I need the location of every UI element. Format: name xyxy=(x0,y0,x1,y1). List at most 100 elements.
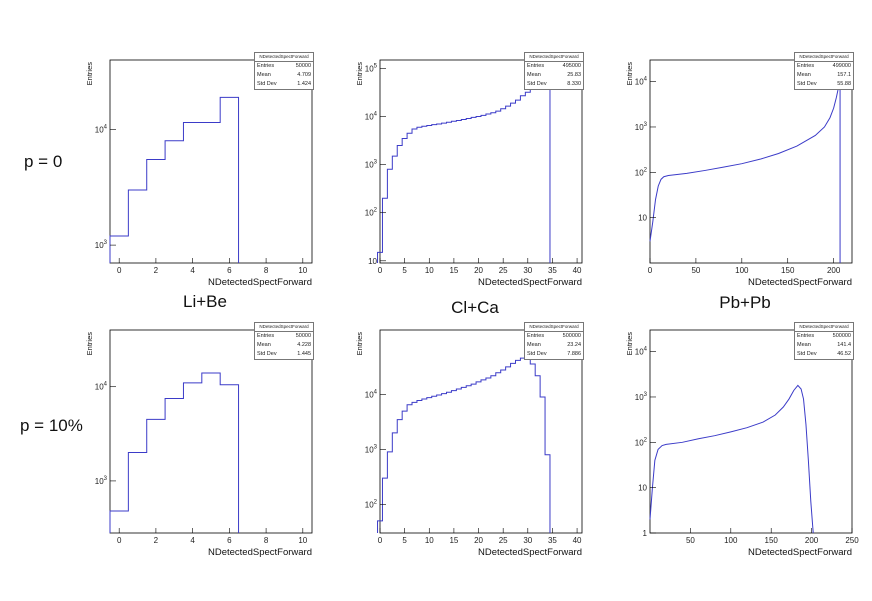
stats-value: 4.228 xyxy=(297,342,311,348)
tick-label: 104 xyxy=(365,390,378,400)
tick-label: 20 xyxy=(474,536,483,545)
tick-label: 35 xyxy=(548,536,557,545)
stats-value: 55.88 xyxy=(837,81,851,87)
histogram-panel-libe-p10: 0 2 4 6 8 10 103 104 NDetectedSpectForward Entrie… xyxy=(80,320,320,565)
stats-key: Std Dev xyxy=(797,81,817,87)
system-label-clca: Cl+Ca xyxy=(451,298,499,317)
stats-key: Std Dev xyxy=(527,351,547,357)
x-axis-title: NDetectedSpectForward xyxy=(748,277,852,288)
histogram-panel-clca-p10: 0 5 10 15 20 25 30 35 40 102 103 104 NDetectedSpectF… xyxy=(350,320,590,565)
stats-value: 7.886 xyxy=(567,351,581,357)
system-label-libe: Li+Be xyxy=(183,292,227,311)
x-axis-title: NDetectedSpectForward xyxy=(208,547,312,558)
tick-label: 0 xyxy=(378,266,383,275)
stats-value: 500000 xyxy=(832,333,851,339)
histogram-svg: 0 50 100 150 200 10 102 103 104 NDetectedSpectFor… xyxy=(625,59,853,288)
tick-label: 1 xyxy=(643,529,648,538)
histogram-panel-pbpb-p10: 50 100 150 200 250 1 10 102 103 104 NDetectedSpect… xyxy=(620,320,860,565)
tick-label: 25 xyxy=(499,536,508,545)
stats-value: 23.24 xyxy=(567,342,581,348)
y-axis-title: Entries xyxy=(625,332,634,356)
tick-label: 40 xyxy=(573,536,582,545)
stats-key: Std Dev xyxy=(527,81,547,87)
stats-box: NDetectedSpectForward Entries 50000 Mean 4.7… xyxy=(254,52,314,90)
stats-value: 157.1 xyxy=(837,72,851,78)
stats-value: 1.445 xyxy=(297,351,311,357)
stats-key: Std Dev xyxy=(797,351,817,357)
stats-key: Entries xyxy=(527,63,545,69)
tick-label: 200 xyxy=(805,536,819,545)
stats-value: 50000 xyxy=(295,333,311,339)
stats-row-mean: Mean 23.24 xyxy=(525,341,583,350)
histogram-line xyxy=(109,96,240,263)
tick-label: 104 xyxy=(635,347,648,357)
stats-value: 4.709 xyxy=(297,72,311,78)
stats-box: NDetectedSpectForward Entries 500000 Mean 14… xyxy=(794,322,854,360)
stats-row-entries: Entries 500000 xyxy=(795,332,853,341)
plot-frame xyxy=(379,329,583,534)
histogram-panel-pbpb-p0: 0 50 100 150 200 10 102 103 104 NDetectedSpectFor… xyxy=(620,50,860,295)
tick-label: 4 xyxy=(190,266,195,275)
stats-box: NDetectedSpectForward Entries 50000 Mean 4.2… xyxy=(254,322,314,360)
histogram-svg: 0 2 4 6 8 10 103 104 NDetectedSpectForward Entrie… xyxy=(85,59,313,288)
tick-label: 30 xyxy=(523,266,532,275)
histogram-line xyxy=(377,70,551,263)
x-axis-title: NDetectedSpectForward xyxy=(478,277,582,288)
tick-label: 8 xyxy=(264,266,269,275)
histogram-svg: 0 5 10 15 20 25 30 35 40 10 102 103 104 105 NDetectedS… xyxy=(355,59,583,288)
stats-box-title: NDetectedSpectForward xyxy=(525,323,583,332)
stats-row-mean: Mean 25.83 xyxy=(525,71,583,80)
plot-frame xyxy=(109,329,313,534)
tick-label: 150 xyxy=(781,266,795,275)
stats-value: 500000 xyxy=(562,333,581,339)
stats-key: Mean xyxy=(527,72,541,78)
stats-row-std-dev: Std Dev 8.330 xyxy=(525,80,583,89)
stats-box: NDetectedSpectForward Entries 500000 Mean 23… xyxy=(524,322,584,360)
tick-label: 0 xyxy=(378,536,383,545)
plot-frame xyxy=(379,59,583,264)
tick-label: 0 xyxy=(117,266,122,275)
stats-row-std-dev: Std Dev 7.886 xyxy=(525,350,583,359)
stats-key: Mean xyxy=(797,72,811,78)
tick-label: 15 xyxy=(449,266,458,275)
tick-label: 5 xyxy=(402,266,407,275)
tick-label: 20 xyxy=(474,266,483,275)
tick-label: 104 xyxy=(95,382,108,392)
tick-label: 100 xyxy=(724,536,738,545)
stats-box: NDetectedSpectForward Entries 499000 Mean 15… xyxy=(794,52,854,90)
histogram-line xyxy=(109,372,240,533)
stats-row-std-dev: Std Dev 1.445 xyxy=(255,350,313,359)
tick-label: 2 xyxy=(154,266,159,275)
tick-label: 10 xyxy=(425,266,434,275)
y-axis-title: Entries xyxy=(355,62,364,86)
stats-row-std-dev: Std Dev 55.88 xyxy=(795,80,853,89)
tick-label: 104 xyxy=(365,112,378,122)
tick-label: 104 xyxy=(635,77,648,87)
stats-value: 1.424 xyxy=(297,81,311,87)
tick-label: 50 xyxy=(691,266,700,275)
stats-value: 25.83 xyxy=(567,72,581,78)
tick-label: 0 xyxy=(117,536,122,545)
plot-frame xyxy=(649,329,853,534)
tick-label: 6 xyxy=(227,266,232,275)
tick-label: 102 xyxy=(365,208,378,218)
tick-label: 102 xyxy=(635,167,648,177)
tick-label: 103 xyxy=(635,392,648,402)
stats-row-entries: Entries 495000 xyxy=(525,62,583,71)
tick-label: 100 xyxy=(735,266,749,275)
stats-value: 50000 xyxy=(295,63,311,69)
y-axis-title: Entries xyxy=(85,332,94,356)
row-label-p0: p = 0 xyxy=(24,152,63,171)
stats-row-mean: Mean 4.228 xyxy=(255,341,313,350)
x-axis-title: NDetectedSpectForward xyxy=(748,547,852,558)
tick-label: 250 xyxy=(845,536,859,545)
tick-label: 103 xyxy=(635,122,648,132)
stats-row-mean: Mean 157.1 xyxy=(795,71,853,80)
stats-value: 141.4 xyxy=(837,342,851,348)
stats-key: Std Dev xyxy=(257,351,277,357)
tick-label: 2 xyxy=(154,536,159,545)
histogram-line xyxy=(377,357,551,533)
stats-value: 46.52 xyxy=(837,351,851,357)
tick-label: 10 xyxy=(638,214,647,223)
stats-key: Std Dev xyxy=(257,81,277,87)
